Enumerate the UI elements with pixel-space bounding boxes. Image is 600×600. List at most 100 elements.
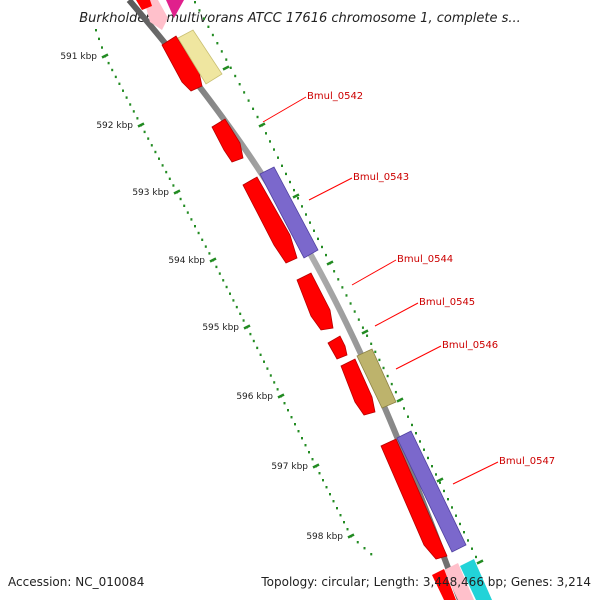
tick-track-dot [252, 339, 255, 343]
cds-feature-bmul-0545 [327, 335, 348, 360]
tick-track-dot [154, 150, 157, 154]
tick-track-dot [168, 177, 171, 180]
tick-track-dot [308, 451, 310, 454]
tick-track-dot [201, 238, 204, 241]
outer-track-dot [419, 440, 421, 443]
tick-track-dot [283, 402, 286, 405]
outer-track-dot [463, 531, 465, 534]
tick-track-dot [158, 157, 160, 160]
gene-label-bmul-0545: Bmul_0545 [419, 297, 475, 308]
outer-track-dot [321, 245, 323, 249]
tick-track-dot [186, 211, 189, 214]
tick-track-dot [136, 117, 139, 120]
gene-labels: Bmul_0542 Bmul_0543 Bmul_0544 Bmul_0545 … [262, 91, 555, 485]
outer-track-dot [198, 9, 201, 12]
outer-track-dot [225, 58, 228, 61]
tick-track-dot [235, 305, 238, 309]
tick-mark [173, 189, 181, 195]
outer-track-dot [411, 423, 413, 427]
outer-track-mark [292, 193, 300, 199]
tick-track-dot [297, 430, 300, 433]
outer-track-dot [229, 66, 232, 69]
outer-track-dot [202, 17, 205, 20]
outer-track-dot [390, 382, 393, 386]
outer-track-mark [326, 260, 334, 266]
tick-mark [312, 463, 320, 469]
cds-feature-purple-1 [259, 166, 319, 259]
outer-track-dot [459, 522, 461, 526]
outer-track-dot [285, 172, 287, 176]
outer-track-mark [222, 65, 230, 71]
outer-track-dot [220, 50, 223, 53]
cds-feature-top-magenta [166, 0, 184, 18]
tick-track-dot [194, 225, 196, 228]
outer-track-dot [443, 489, 445, 493]
outer-track-dot [333, 270, 336, 273]
outer-track-dot [234, 74, 237, 78]
cds-feature-bottom-cyan [460, 559, 492, 600]
tick-track-dot [232, 299, 235, 302]
gene-label-line [452, 461, 499, 485]
outer-track-dot [211, 33, 214, 37]
tick-track-dot [287, 409, 289, 412]
outer-track-dot [353, 310, 356, 313]
outer-track-dot [281, 164, 283, 167]
tick-track-dot [98, 37, 100, 41]
tick-track-dot [129, 103, 132, 106]
tick-track-dot [301, 437, 303, 440]
outer-track-dot [403, 407, 405, 410]
outer-track-dot [378, 358, 381, 362]
tick-mark [277, 393, 285, 399]
tick-track-dot [179, 197, 182, 201]
tick-track-dot [325, 486, 328, 489]
tick-label: 595 kbp [202, 323, 239, 333]
gene-label-bmul-0547: Bmul_0547 [499, 456, 555, 467]
gene-label-bmul-0543: Bmul_0543 [353, 172, 409, 183]
outer-track-dot [431, 465, 433, 468]
tick-track-dot [125, 96, 128, 99]
tick-track-dot [259, 353, 262, 356]
tick-track-dot [101, 46, 103, 49]
tick-track-dot [346, 528, 349, 531]
tick-label: 597 kbp [271, 462, 308, 472]
tick-track-dot [263, 360, 265, 363]
tick-track-dot [332, 500, 335, 503]
tick-track-dot [122, 89, 124, 92]
cds-feature-purple-2 [396, 430, 467, 553]
tick-track-dot [276, 388, 279, 391]
outer-track-dot [265, 132, 267, 135]
tick-label: 594 kbp [168, 256, 205, 266]
tick-track-dot [311, 458, 314, 461]
outer-track-dot [451, 506, 453, 509]
outer-track-dot [386, 374, 389, 378]
tick-track-dot [165, 170, 168, 174]
tick-track-dot [218, 272, 221, 275]
tick-mark [137, 122, 145, 128]
gene-label-line [308, 177, 353, 201]
outer-track-dot [447, 498, 449, 501]
tick-track-dot [229, 292, 231, 295]
cds-feature-top-red [136, 0, 152, 10]
tick-track-dot [161, 164, 164, 167]
tick-track-dot [95, 29, 97, 32]
outer-track-dot [415, 432, 417, 435]
gene-features [136, 0, 492, 600]
tick-track-dot [269, 374, 272, 377]
gene-label-bmul-0542: Bmul_0542 [307, 91, 363, 102]
outer-track-dot [293, 188, 295, 192]
gene-label-line [395, 345, 442, 370]
cds-feature-bottom-red [432, 569, 456, 600]
tick-track-dot [132, 110, 135, 113]
outer-track-dot [289, 180, 291, 184]
gene-label-bmul-0544: Bmul_0544 [397, 254, 453, 265]
genome-summary-text: Topology: circular; Length: 3,448,466 bp… [260, 575, 591, 589]
outer-track-dot [269, 140, 271, 143]
outer-track-dot [317, 237, 319, 241]
outer-track-dot [345, 294, 348, 297]
outer-track-dot [382, 366, 385, 370]
gene-label-bmul-0546: Bmul_0546 [442, 340, 498, 351]
outer-track-dot [423, 448, 425, 451]
tick-track-dot [183, 204, 186, 207]
outer-track-dot [309, 221, 311, 224]
